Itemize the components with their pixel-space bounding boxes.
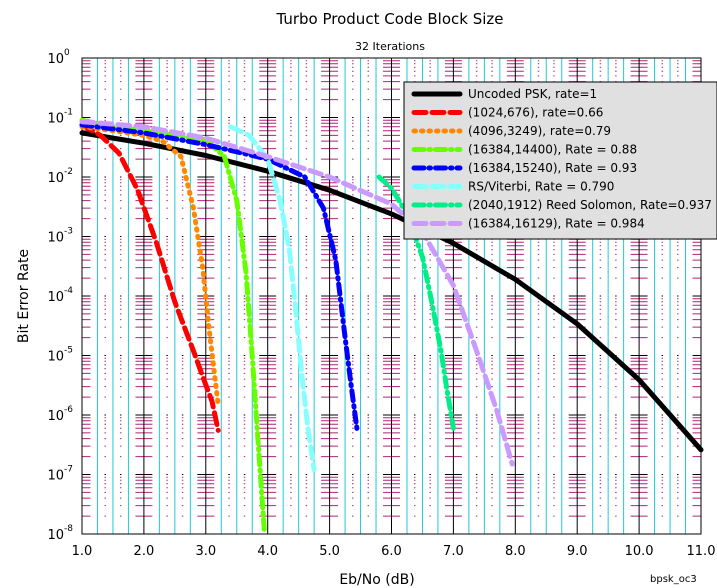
series-line-4 xyxy=(79,122,360,436)
y-tick-label: 10 xyxy=(47,409,64,424)
legend-label: (16384,14400), Rate = 0.88 xyxy=(468,143,637,157)
x-tick-label: 5.0 xyxy=(319,544,340,559)
y-tick-label: 10 xyxy=(47,171,64,186)
chart-subtitle: 32 Iterations xyxy=(355,40,425,53)
series-line-0 xyxy=(79,130,704,453)
x-tick-labels: 1.0 2.0 3.0 4.0 5.0 6.0 7.0 8.0 9.0 10.0 11.0 xyxy=(72,544,716,559)
y-tick-label: 10 xyxy=(47,528,64,543)
series-line-7 xyxy=(79,119,515,467)
x-tick-label: 6.0 xyxy=(381,544,402,559)
legend-label: (4096,3249), rate=0.79 xyxy=(468,124,611,138)
y-tick-label: 10 xyxy=(47,469,64,484)
y-tick-exponent: -8 xyxy=(64,524,73,534)
series-line-1 xyxy=(79,122,221,433)
legend-label: RS/Viterbi, Rate = 0.790 xyxy=(468,180,614,194)
legend: Uncoded PSK, rate=1 (1024,676), rate=0.66… xyxy=(403,81,717,240)
y-tick-exponent: -6 xyxy=(64,405,73,415)
x-tick-label: 11.0 xyxy=(687,544,716,559)
x-tick-label: 3.0 xyxy=(195,544,216,559)
y-tick-exponent: -1 xyxy=(64,108,73,118)
x-tick-label: 9.0 xyxy=(567,544,588,559)
y-tick-exponent: -7 xyxy=(64,465,73,475)
y-tick-exponent: -4 xyxy=(64,286,73,296)
x-tick-label: 4.0 xyxy=(257,544,278,559)
series-line-6 xyxy=(376,174,456,431)
series-lines xyxy=(79,117,704,537)
y-tick-label: 10 xyxy=(47,290,64,305)
y-tick-label: 10 xyxy=(47,52,64,67)
y-tick-exponent: -3 xyxy=(64,227,73,237)
legend-box xyxy=(403,81,717,240)
plot-frame xyxy=(81,57,702,535)
y-tick-exponent: -2 xyxy=(64,167,73,177)
y-tick-label: 10 xyxy=(47,112,64,127)
legend-label: (16384,15240), Rate = 0.93 xyxy=(468,161,637,175)
y-tick-exponent: -5 xyxy=(64,346,73,356)
y-tick-label: 10 xyxy=(47,231,64,246)
x-tick-label: 8.0 xyxy=(505,544,526,559)
y-tick-label: 10 xyxy=(47,350,64,365)
legend-label: Uncoded PSK, rate=1 xyxy=(468,87,597,101)
x-tick-label: 10.0 xyxy=(625,544,654,559)
series-line-5 xyxy=(228,124,317,473)
x-tick-label: 7.0 xyxy=(443,544,464,559)
legend-label: (2040,1912) Reed Solomon, Rate=0.937 xyxy=(468,198,712,212)
x-tick-label: 2.0 xyxy=(134,544,155,559)
y-axis-label: Bit Error Rate xyxy=(16,249,32,343)
legend-label: (1024,676), rate=0.66 xyxy=(468,106,603,120)
footnote-label: bpsk_oc3 xyxy=(650,574,697,585)
x-tick-label: 1.0 xyxy=(72,544,93,559)
legend-label: (16384,16129), Rate = 0.984 xyxy=(468,217,645,231)
chart-title: Turbo Product Code Block Size xyxy=(275,10,503,28)
x-axis-label: Eb/No (dB) xyxy=(339,572,414,588)
y-tick-exponent: 0 xyxy=(64,48,70,58)
